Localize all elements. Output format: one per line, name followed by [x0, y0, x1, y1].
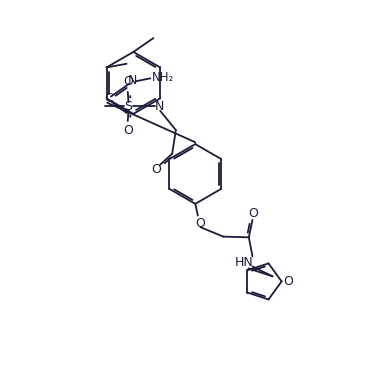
- Text: O: O: [283, 275, 293, 288]
- Text: S: S: [124, 100, 132, 113]
- Text: C: C: [104, 92, 113, 105]
- Text: O: O: [196, 217, 205, 230]
- Text: N: N: [128, 74, 138, 87]
- Text: O: O: [123, 76, 133, 88]
- Text: O: O: [151, 163, 161, 176]
- Text: O: O: [248, 207, 258, 220]
- Text: HN: HN: [235, 256, 254, 269]
- Text: NH₂: NH₂: [152, 71, 174, 84]
- Text: O: O: [123, 124, 133, 137]
- Text: N: N: [155, 100, 164, 113]
